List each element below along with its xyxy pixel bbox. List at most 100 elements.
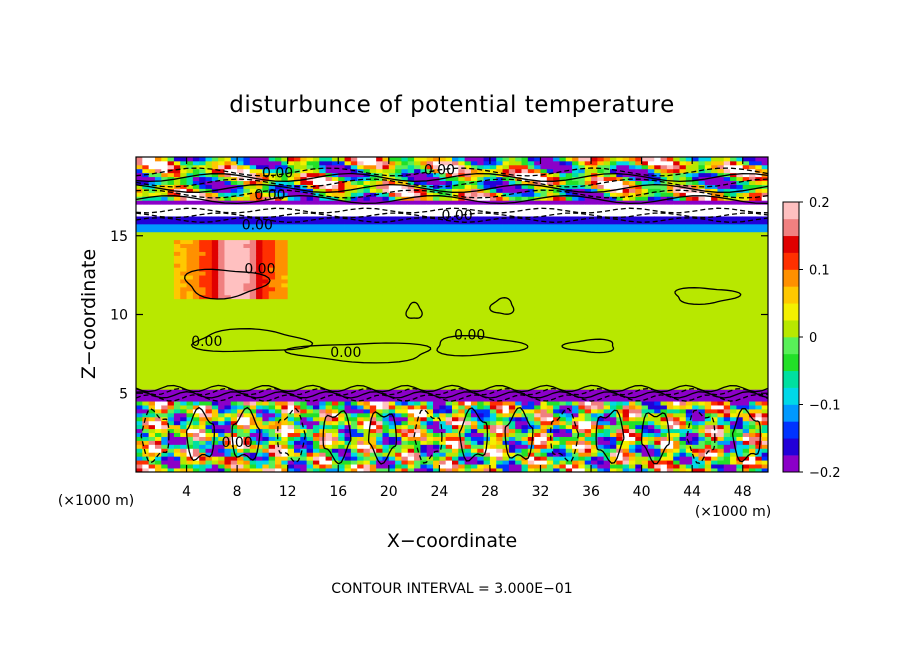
field-cell <box>186 369 194 374</box>
field-cell <box>167 283 175 288</box>
field-cell <box>268 290 276 296</box>
field-cell <box>439 468 447 473</box>
field-cell <box>407 196 415 201</box>
field-cell <box>350 381 358 386</box>
field-cell <box>357 243 364 248</box>
field-cell <box>414 314 421 319</box>
field-cell <box>369 468 377 473</box>
field-cell <box>388 420 396 426</box>
field-cell <box>167 157 175 162</box>
field-cell <box>344 271 352 276</box>
field-cell <box>357 298 364 304</box>
field-cell <box>249 385 257 390</box>
field-cell <box>515 393 522 398</box>
field-cell <box>483 223 491 229</box>
field-cell <box>515 196 522 201</box>
field-cell <box>256 251 263 256</box>
field-cell <box>407 294 415 300</box>
field-cell <box>433 267 440 272</box>
field-cell <box>515 436 522 441</box>
field-cell <box>262 298 270 304</box>
field-cell <box>338 294 345 300</box>
field-cell <box>344 267 352 272</box>
field-cell <box>294 196 301 201</box>
field-cell <box>439 389 447 394</box>
field-cell <box>167 464 175 469</box>
field-cell <box>173 275 181 280</box>
field-cell <box>395 294 402 300</box>
field-cell <box>136 227 143 233</box>
field-cell <box>142 409 150 414</box>
field-cell <box>363 255 371 260</box>
field-cell <box>148 298 156 304</box>
field-cell <box>407 330 415 335</box>
field-cell <box>154 259 162 264</box>
field-cell <box>294 326 301 331</box>
field-cell <box>249 460 257 465</box>
field-cell <box>173 220 181 225</box>
field-cell <box>521 204 529 209</box>
field-cell <box>420 334 428 339</box>
field-cell <box>496 235 503 241</box>
field-cell <box>142 353 150 359</box>
field-cell <box>218 416 225 422</box>
field-cell <box>369 440 377 445</box>
field-cell <box>218 247 225 252</box>
field-cell <box>243 196 251 201</box>
field-cell <box>262 444 270 449</box>
field-cell <box>243 397 251 402</box>
field-cell <box>439 428 447 434</box>
field-cell <box>287 192 295 197</box>
field-cell <box>192 322 200 327</box>
field-cell <box>186 330 194 335</box>
field-cell <box>527 440 535 445</box>
field-cell <box>369 200 377 205</box>
field-cell <box>192 168 200 174</box>
field-cell <box>224 448 232 453</box>
field-cell <box>445 353 453 359</box>
field-cell <box>142 460 150 465</box>
field-cell <box>312 176 320 182</box>
field-cell <box>211 318 219 323</box>
field-cell <box>186 373 194 378</box>
field-cell <box>268 208 276 213</box>
field-cell <box>477 290 484 296</box>
field-cell <box>249 377 257 382</box>
field-cell <box>357 377 364 382</box>
field-cell <box>237 361 244 367</box>
field-cell <box>319 310 326 315</box>
field-cell <box>439 357 447 363</box>
field-cell <box>395 283 402 288</box>
field-cell <box>433 283 440 288</box>
field-cell <box>363 460 371 465</box>
field-cell <box>268 223 276 229</box>
field-cell <box>294 298 301 304</box>
field-cell <box>275 157 282 162</box>
field-cell <box>452 212 459 217</box>
field-cell <box>237 283 244 288</box>
field-cell <box>439 424 447 430</box>
field-cell <box>148 314 156 319</box>
field-cell <box>489 342 497 347</box>
field-cell <box>262 416 270 422</box>
field-cell <box>180 243 187 248</box>
field-cell <box>407 326 415 331</box>
field-cell <box>211 432 219 437</box>
field-cell <box>161 259 168 264</box>
field-cell <box>249 196 257 201</box>
field-cell <box>319 420 326 426</box>
field-cell <box>306 440 314 445</box>
field-cell <box>502 168 510 174</box>
field-cell <box>458 412 466 418</box>
field-cell <box>256 389 263 394</box>
field-cell <box>237 338 244 343</box>
field-cell <box>357 444 364 449</box>
field-cell <box>211 357 219 363</box>
field-cell <box>363 310 371 315</box>
field-cell <box>237 231 244 237</box>
field-cell <box>489 440 497 445</box>
field-cell <box>407 322 415 327</box>
field-cell <box>319 279 326 284</box>
field-cell <box>489 416 497 422</box>
field-cell <box>395 338 402 343</box>
